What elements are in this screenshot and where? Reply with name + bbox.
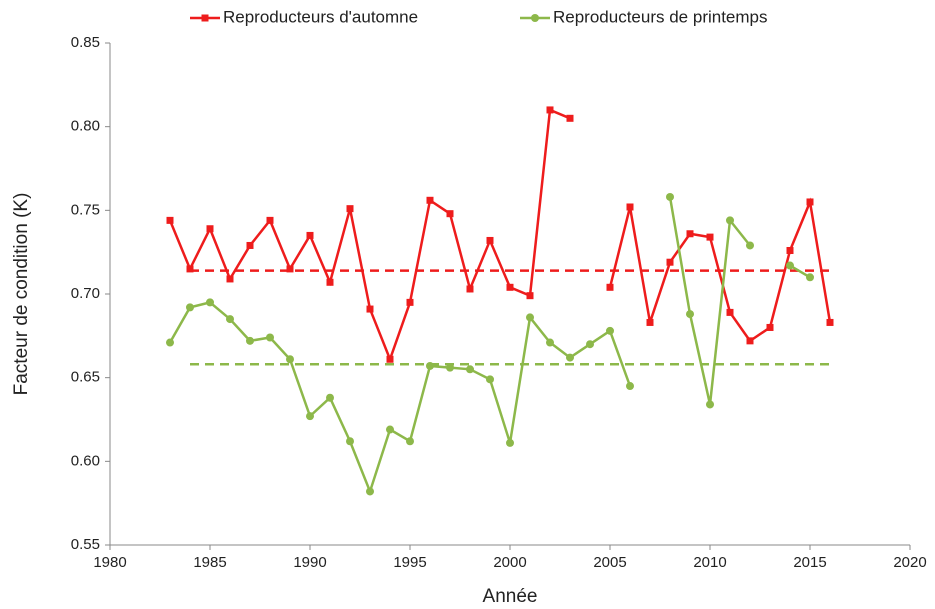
point [226, 315, 234, 324]
point [646, 318, 654, 326]
point [266, 333, 274, 342]
point [186, 303, 194, 312]
point [606, 326, 614, 335]
point [686, 230, 694, 238]
point [666, 258, 674, 266]
point [366, 305, 374, 313]
point [626, 382, 634, 391]
legend-label: Reproducteurs de printemps [553, 7, 768, 26]
point [746, 241, 754, 250]
point [546, 106, 554, 114]
point [786, 261, 794, 270]
point [206, 225, 214, 233]
point [566, 114, 574, 122]
point [466, 365, 474, 374]
y-tick-label: 0.85 [71, 34, 100, 51]
point [406, 437, 414, 446]
point [606, 283, 614, 291]
point [246, 241, 254, 249]
point [726, 216, 734, 225]
x-tick-label: 2010 [693, 554, 726, 571]
y-axis-title: Facteur de condition (K) [11, 193, 32, 396]
point [366, 487, 374, 496]
point [486, 236, 494, 244]
point [226, 275, 234, 283]
point [726, 308, 734, 316]
point [746, 337, 754, 345]
point [786, 246, 794, 254]
point [386, 425, 394, 434]
point [826, 318, 834, 326]
point [206, 298, 214, 307]
x-tick-label: 1995 [393, 554, 426, 571]
point [566, 353, 574, 362]
point [326, 393, 334, 402]
point [426, 196, 434, 204]
point [306, 412, 314, 421]
point [166, 338, 174, 347]
x-tick-label: 2020 [893, 554, 926, 571]
point [166, 216, 174, 224]
point [486, 375, 494, 384]
point [526, 292, 534, 300]
point [426, 361, 434, 370]
point [526, 313, 534, 322]
point [246, 336, 254, 345]
point [406, 298, 414, 306]
x-tick-label: 2015 [793, 554, 826, 571]
x-tick-label: 1980 [93, 554, 126, 571]
point [386, 355, 394, 363]
point [766, 323, 774, 331]
y-tick-label: 0.55 [71, 536, 100, 553]
y-tick-label: 0.75 [71, 201, 100, 218]
point [546, 338, 554, 347]
series-line [168, 108, 832, 363]
legend-marker [531, 14, 539, 22]
point [286, 265, 294, 273]
point [446, 363, 454, 372]
point [706, 233, 714, 241]
point [326, 278, 334, 286]
y-tick-label: 0.65 [71, 369, 100, 386]
x-tick-label: 2005 [593, 554, 626, 571]
x-axis-title: Année [483, 586, 538, 607]
point [666, 192, 674, 201]
point [626, 203, 634, 211]
point [706, 400, 714, 409]
point [446, 210, 454, 218]
y-tick-label: 0.60 [71, 452, 100, 469]
point [806, 198, 814, 206]
x-tick-label: 1990 [293, 554, 326, 571]
legend-label: Reproducteurs d'automne [223, 7, 418, 26]
point [346, 437, 354, 446]
point [506, 438, 514, 447]
point [806, 273, 814, 282]
point [346, 205, 354, 213]
y-tick-label: 0.80 [71, 118, 100, 135]
legend-marker [201, 14, 209, 22]
x-tick-label: 2000 [493, 554, 526, 571]
y-tick-label: 0.70 [71, 285, 100, 302]
point [186, 265, 194, 273]
x-tick-label: 1985 [193, 554, 226, 571]
point [286, 355, 294, 364]
point [266, 216, 274, 224]
point [506, 283, 514, 291]
point [686, 310, 694, 319]
point [586, 340, 594, 349]
point [306, 231, 314, 239]
point [466, 285, 474, 293]
